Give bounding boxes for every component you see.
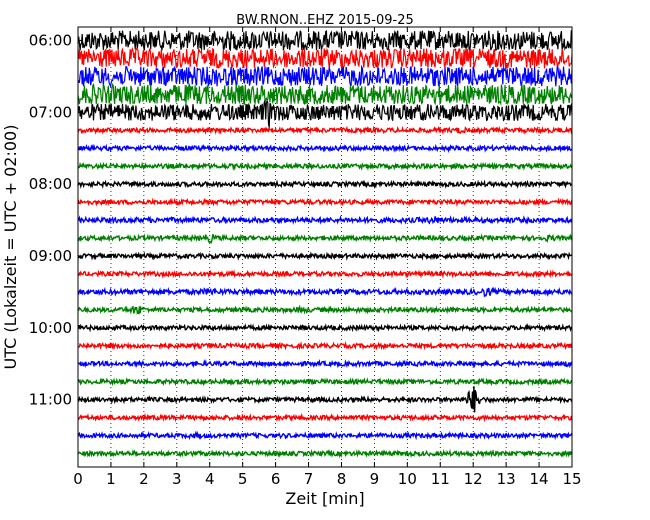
trace-0845 xyxy=(77,233,573,244)
x-tick-label: 0 xyxy=(73,470,83,488)
trace-1115 xyxy=(77,412,573,423)
trace-1130 xyxy=(77,430,573,441)
x-tick-label: 3 xyxy=(172,470,182,488)
x-tick-label: 2 xyxy=(139,470,149,488)
x-tick-label: 9 xyxy=(370,470,380,488)
y-axis-label: UTC (Lokalzeit = UTC + 02:00) xyxy=(1,125,20,370)
trace-0600 xyxy=(77,29,573,52)
grid-lines xyxy=(110,27,540,467)
y-tick-label: 07:00 xyxy=(29,103,72,121)
x-tick-label: 13 xyxy=(497,470,516,488)
seismogram-traces xyxy=(77,29,573,459)
trace-1100 xyxy=(77,386,573,413)
chart-title: BW.RNON..EHZ 2015-09-25 xyxy=(236,13,414,28)
trace-0615 xyxy=(77,46,573,70)
x-tick-label: 6 xyxy=(271,470,281,488)
trace-0830 xyxy=(77,214,573,225)
plot-frame xyxy=(77,26,573,468)
x-axis-label: Zeit [min] xyxy=(285,489,364,508)
trace-0745 xyxy=(77,161,573,172)
x-tick-label: 12 xyxy=(464,470,483,488)
x-tick-label: 7 xyxy=(304,470,314,488)
trace-0815 xyxy=(77,197,573,208)
x-tick-label: 1 xyxy=(106,470,116,488)
trace-0730 xyxy=(77,143,573,154)
trace-0945 xyxy=(78,304,573,316)
x-tick-label: 10 xyxy=(398,470,417,488)
x-tick-label: 14 xyxy=(530,470,549,488)
trace-0930 xyxy=(77,286,573,298)
x-axis-ticks: 0 1 2 3 4 5 6 7 8 9 10 11 12 13 14 15 xyxy=(73,27,582,488)
y-axis-ticks: 06:00 07:00 08:00 09:00 10:00 11:00 xyxy=(29,31,83,409)
x-tick-label: 4 xyxy=(205,470,215,488)
trace-1015 xyxy=(77,340,573,351)
trace-1000 xyxy=(77,323,573,333)
trace-0715 xyxy=(77,125,573,135)
trace-1030 xyxy=(77,358,573,369)
y-tick-label: 11:00 xyxy=(29,391,72,409)
trace-0915 xyxy=(77,269,573,279)
x-tick-label: 8 xyxy=(337,470,347,488)
y-tick-label: 10:00 xyxy=(29,319,72,337)
trace-0700 xyxy=(77,99,573,128)
trace-0900 xyxy=(77,251,573,261)
trace-1145 xyxy=(77,448,573,459)
x-tick-label: 11 xyxy=(431,470,450,488)
x-tick-label: 15 xyxy=(562,470,581,488)
x-tick-label: 5 xyxy=(238,470,248,488)
y-tick-label: 08:00 xyxy=(29,175,72,193)
y-tick-label: 09:00 xyxy=(29,247,72,265)
trace-0645 xyxy=(77,82,573,106)
trace-0800 xyxy=(77,179,573,190)
trace-0630 xyxy=(77,64,573,89)
y-tick-label: 06:00 xyxy=(29,31,72,49)
trace-1045 xyxy=(77,376,573,387)
